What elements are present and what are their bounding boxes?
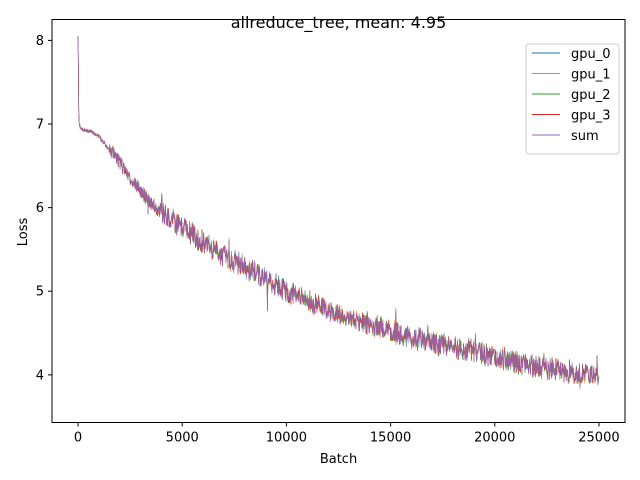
x-axis: 0 5000 10000 15000 20000 25000 <box>74 422 620 446</box>
legend-box <box>525 43 620 155</box>
x-tick-label: 5000 <box>166 431 199 446</box>
legend-label: gpu_1 <box>571 68 611 83</box>
x-tick-label: 20000 <box>474 431 515 446</box>
plot-frame <box>51 19 626 423</box>
y-axis-label: Loss <box>16 218 31 247</box>
x-axis-label: Batch <box>320 452 357 467</box>
legend-label: gpu_0 <box>571 47 611 62</box>
y-tick-label: 6 <box>36 201 44 216</box>
chart-title: allreduce_tree, mean: 4.95 <box>231 13 447 33</box>
x-tick-label: 10000 <box>266 431 307 446</box>
y-axis: 4 5 6 7 8 <box>36 34 52 383</box>
y-tick-label: 4 <box>36 368 44 383</box>
legend-label: gpu_3 <box>571 109 611 124</box>
x-tick-label: 15000 <box>370 431 411 446</box>
plot-area <box>77 36 600 390</box>
y-tick-label: 5 <box>36 285 44 300</box>
series-line-sum <box>77 36 600 388</box>
legend-label: gpu_2 <box>571 88 611 103</box>
x-tick-label: 25000 <box>578 431 619 446</box>
x-tick-label: 0 <box>74 431 82 446</box>
y-tick-label: 8 <box>36 34 44 49</box>
y-tick-label: 7 <box>36 118 44 133</box>
legend-label: sum <box>571 129 599 144</box>
